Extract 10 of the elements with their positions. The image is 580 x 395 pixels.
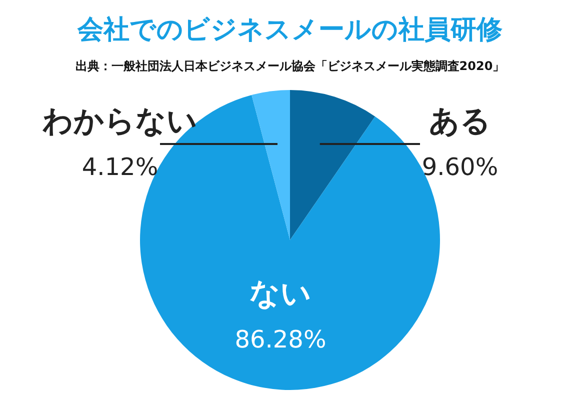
slice-label: ない bbox=[249, 276, 312, 312]
data-label: 9.60% bbox=[422, 153, 498, 181]
pie-slice bbox=[252, 90, 290, 240]
data-label: 86.28% bbox=[234, 326, 326, 354]
chart-title: 会社でのビジネスメールの社員研修 bbox=[76, 15, 502, 45]
slice-label: ある bbox=[429, 104, 491, 139]
chart-subtitle: 出典：一般社団法人日本ビジネスメール協会「ビジネスメール実態調査2020」 bbox=[75, 59, 505, 73]
slice-label: わからない bbox=[42, 104, 198, 139]
data-label: 4.12% bbox=[82, 153, 158, 181]
pie-slice bbox=[290, 90, 376, 240]
